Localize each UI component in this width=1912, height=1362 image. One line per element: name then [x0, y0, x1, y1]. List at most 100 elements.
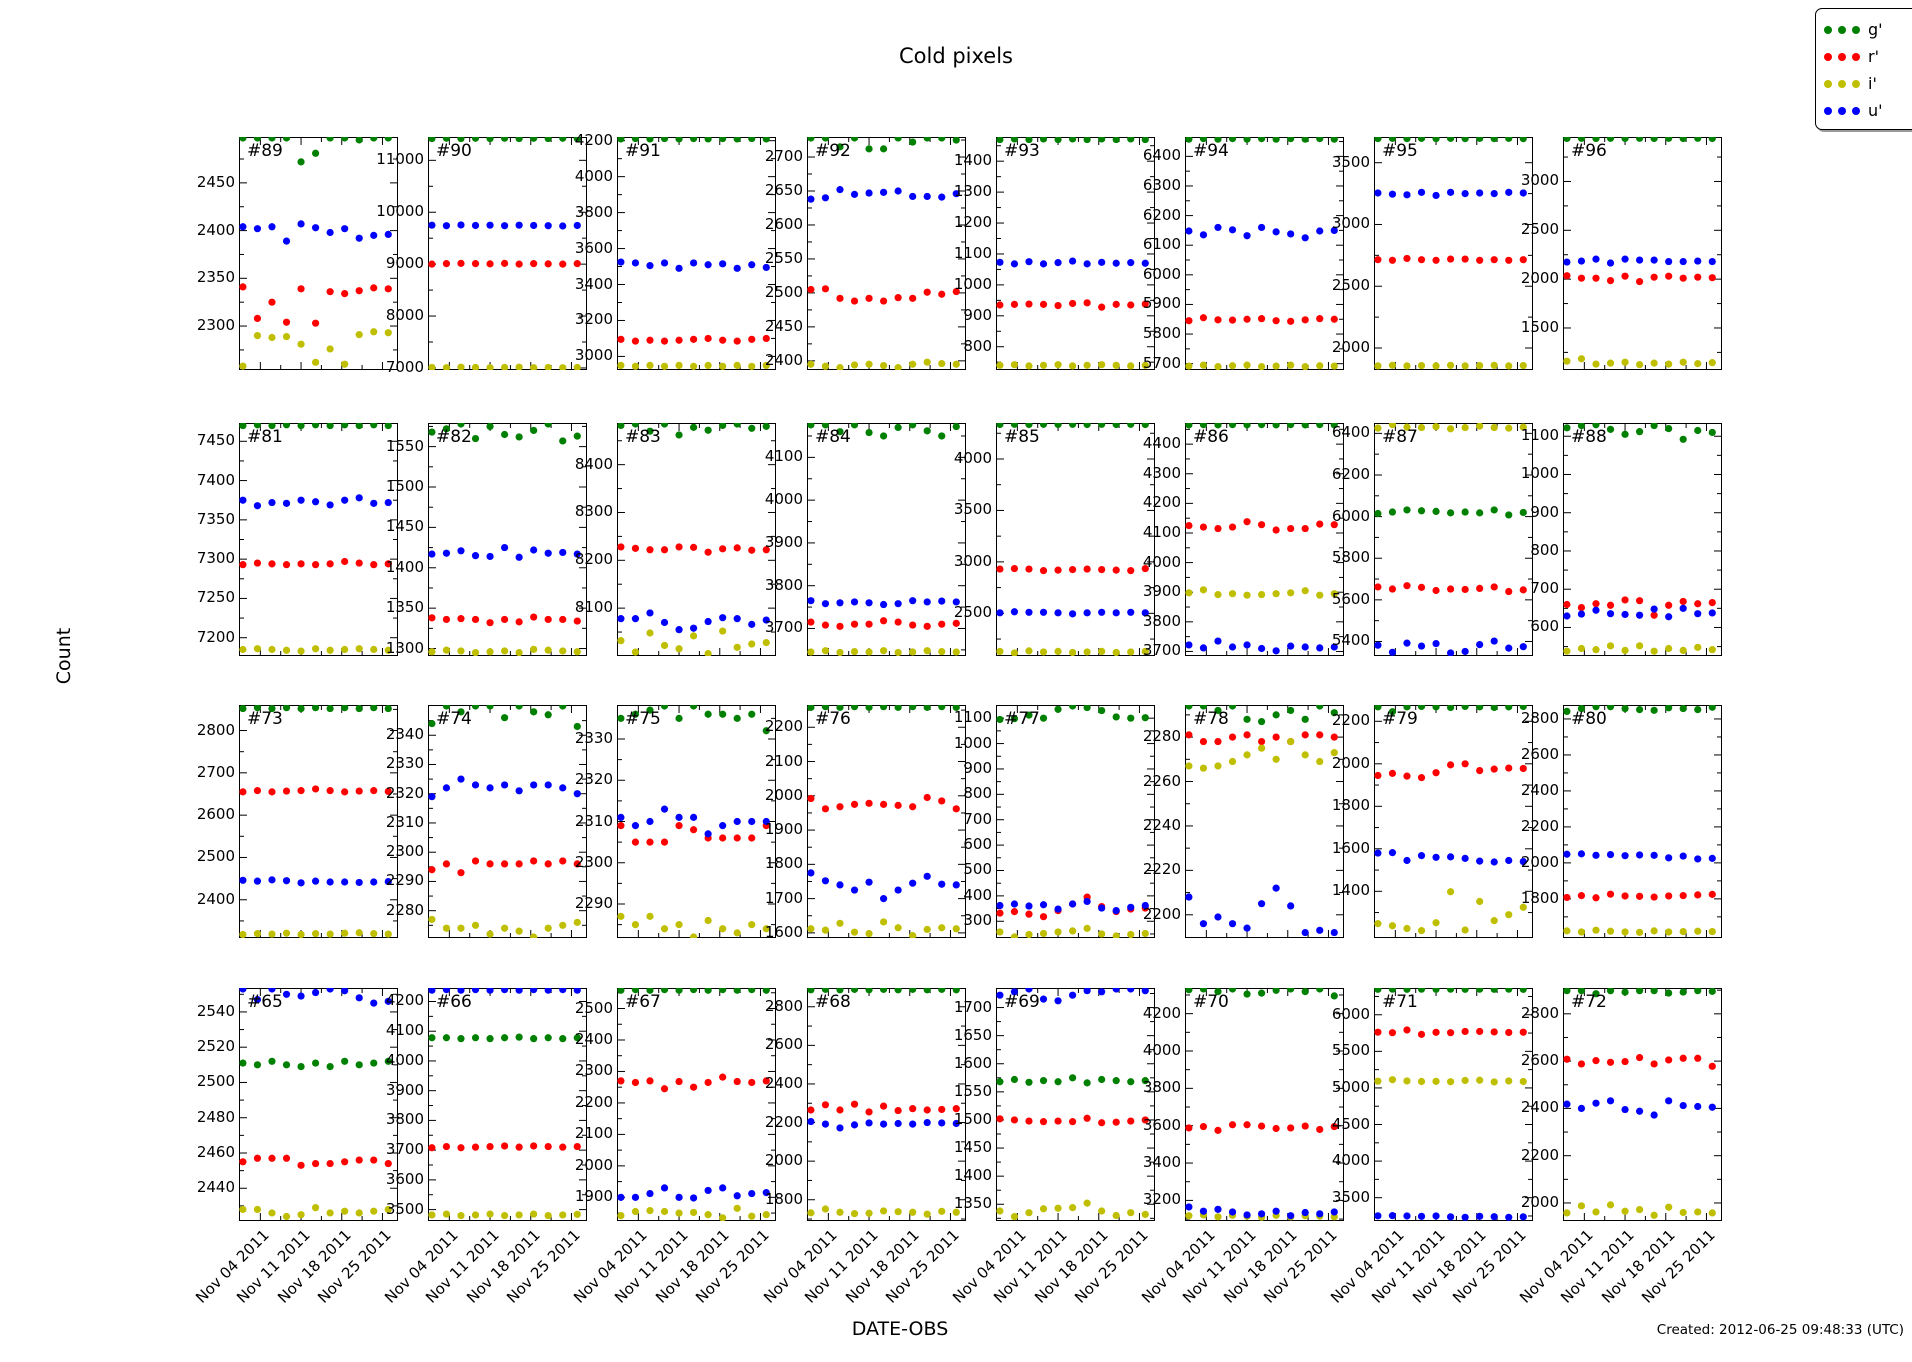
subplot-id-label: #74 — [436, 709, 472, 729]
y-tick-label: 7250 — [196, 588, 235, 607]
legend-entry: i' — [1824, 70, 1912, 97]
subplot-78: #78 — [1185, 702, 1344, 938]
y-tick-label: 6000 — [1142, 264, 1181, 283]
subplot-id-label: #84 — [815, 427, 851, 447]
y-tick-label: 5700 — [1142, 353, 1181, 372]
y-tick-label: 4200 — [1142, 493, 1181, 512]
y-tick-label: 2300 — [385, 842, 424, 861]
y-tick-label: 3900 — [764, 532, 803, 551]
y-tick-label: 2000 — [1331, 338, 1370, 356]
y-tick-label: 4100 — [385, 1021, 424, 1040]
y-tick-label: 2320 — [385, 783, 424, 802]
y-tick-label: 1100 — [1520, 426, 1559, 445]
subplot-id-label: #65 — [247, 992, 283, 1012]
scatter-canvas — [239, 421, 398, 656]
y-tick-label: 2280 — [385, 900, 424, 919]
subplot-id-label: #83 — [625, 427, 661, 447]
y-tick-label: 6200 — [1142, 205, 1181, 224]
subplot-88: #88 — [1563, 421, 1722, 656]
y-tick-label: 2340 — [385, 725, 424, 744]
subplot-id-label: #88 — [1571, 427, 1607, 447]
y-tick-label: 1550 — [385, 436, 424, 455]
scatter-canvas — [807, 134, 966, 372]
y-tick-label: 2000 — [1520, 1192, 1559, 1211]
subplot-71: #71 — [1374, 985, 1533, 1221]
subplot-83: #83 — [617, 420, 776, 658]
subplot-id-label: #89 — [247, 141, 283, 161]
subplot-id-label: #95 — [1382, 141, 1418, 161]
y-tick-label: 3800 — [1142, 1078, 1181, 1097]
y-tick-label: 1400 — [1331, 881, 1370, 900]
scatter-canvas — [1563, 134, 1722, 370]
y-tick-label: 3200 — [1142, 1190, 1181, 1209]
y-tick-label: 8200 — [574, 550, 613, 569]
y-tick-label: 1100 — [953, 243, 992, 262]
y-tick-label: 6400 — [1331, 423, 1370, 442]
subplot-96: #96 — [1563, 134, 1722, 370]
y-tick-label: 11000 — [376, 150, 424, 169]
y-tick-label: 2400 — [1520, 1098, 1559, 1117]
y-tick-label: 3900 — [1142, 582, 1181, 601]
y-tick-label: 4000 — [1142, 552, 1181, 571]
y-tick-label: 3600 — [574, 238, 613, 257]
y-tick-label: 6100 — [1142, 235, 1181, 254]
y-tick-label: 2220 — [1142, 860, 1181, 879]
y-tick-label: 1300 — [953, 182, 992, 201]
scatter-canvas — [807, 985, 966, 1221]
y-tick-label: 1400 — [953, 151, 992, 170]
y-tick-label: 2100 — [764, 751, 803, 770]
y-tick-label: 2200 — [574, 1092, 613, 1111]
y-tick-label: 2000 — [1331, 753, 1370, 772]
y-tick-label: 1800 — [764, 854, 803, 873]
subplot-81: #81 — [239, 421, 398, 656]
scatter-canvas — [428, 702, 587, 941]
y-tick-label: 1400 — [385, 557, 424, 576]
subplot-id-label: #72 — [1571, 992, 1607, 1012]
y-tick-label: 5400 — [1331, 631, 1370, 650]
subplot-68: #68 — [807, 985, 966, 1221]
y-tick-label: 2200 — [1520, 1145, 1559, 1164]
y-tick-label: 2500 — [574, 998, 613, 1017]
subplot-65: #65 — [239, 985, 398, 1221]
legend-label: g' — [1868, 20, 1883, 39]
scatter-canvas — [807, 421, 966, 657]
y-tick-label: 1700 — [953, 997, 992, 1016]
y-tick-label: 6000 — [1331, 1004, 1370, 1023]
scatter-canvas — [1563, 703, 1722, 938]
y-tick-label: 2460 — [196, 1142, 235, 1161]
scatter-canvas — [617, 986, 776, 1222]
y-tick-label: 1800 — [1520, 888, 1559, 907]
legend-marker-dots — [1824, 79, 1860, 88]
y-tick-label: 2000 — [764, 1151, 803, 1170]
y-tick-label: 3000 — [1520, 171, 1559, 190]
y-tick-label: 2800 — [196, 720, 235, 739]
y-tick-label: 4100 — [1142, 522, 1181, 541]
legend-label: i' — [1868, 74, 1877, 93]
y-tick-label: 2500 — [196, 847, 235, 866]
subplot-id-label: #79 — [1382, 709, 1418, 729]
y-tick-label: 2500 — [764, 282, 803, 301]
y-tick-label: 1550 — [953, 1081, 992, 1100]
legend-label: r' — [1868, 47, 1879, 66]
y-tick-label: 1000 — [1520, 464, 1559, 483]
subplot-76: #76 — [807, 703, 966, 940]
y-tick-label: 8400 — [574, 454, 613, 473]
scatter-canvas — [1374, 134, 1533, 370]
y-tick-label: 2400 — [1520, 780, 1559, 799]
y-tick-label: 2200 — [1142, 904, 1181, 923]
subplot-id-label: #77 — [1004, 709, 1040, 729]
y-tick-label: 3000 — [1331, 214, 1370, 233]
scatter-canvas — [617, 702, 776, 941]
scatter-canvas — [617, 420, 776, 658]
y-tick-label: 400 — [963, 885, 992, 904]
subplot-id-label: #76 — [815, 709, 851, 729]
y-tick-label: 2550 — [764, 248, 803, 267]
y-tick-label: 3700 — [385, 1140, 424, 1159]
scatter-canvas — [1185, 985, 1344, 1221]
y-tick-label: 2330 — [574, 729, 613, 747]
scatter-canvas — [1185, 420, 1344, 656]
y-tick-label: 2700 — [196, 762, 235, 781]
scatter-canvas — [1374, 985, 1533, 1221]
subplot-75: #75 — [617, 702, 776, 941]
subplot-84: #84 — [807, 421, 966, 657]
